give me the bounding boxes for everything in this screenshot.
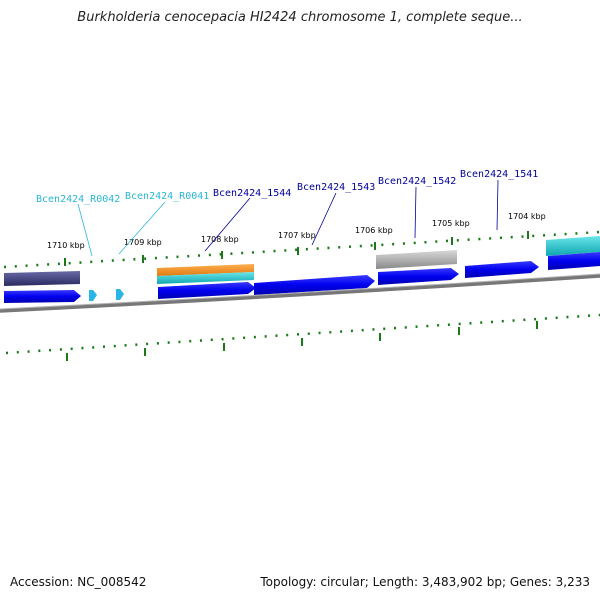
kbp-label: 1707 kbp — [278, 231, 316, 240]
cds-arrows — [4, 252, 600, 303]
lower-major-ticks — [66, 321, 538, 361]
navy-feature — [4, 271, 80, 286]
kbp-label: 1705 kbp — [432, 219, 470, 228]
gene-label-r0041: Bcen2424_R0041 — [125, 191, 209, 202]
kbp-label: 1709 kbp — [124, 238, 162, 247]
gene-label-1543: Bcen2424_1543 — [297, 182, 375, 193]
rna-arrow — [89, 290, 97, 301]
cyan-feature — [157, 272, 254, 284]
feature-bars — [4, 236, 600, 286]
kbp-label: 1706 kbp — [355, 226, 393, 235]
accession-text: Accession: NC_008542 — [10, 575, 147, 589]
cyan-feature-right — [546, 236, 600, 256]
gene-label-1542: Bcen2424_1542 — [378, 176, 456, 187]
backbone-arc-highlight — [0, 273, 600, 310]
cds-arrow — [4, 290, 81, 303]
lower-tick-row — [5, 313, 600, 361]
gene-labels: Bcen2424_R0042 Bcen2424_R0041 Bcen2424_1… — [36, 169, 538, 205]
cds-arrow-1543 — [254, 275, 375, 295]
cds-arrow-1541 — [465, 261, 539, 278]
upper-tick-row — [3, 230, 600, 269]
kbp-labels: 1710 kbp 1709 kbp 1708 kbp 1707 kbp 1706… — [47, 212, 546, 250]
kbp-label: 1710 kbp — [47, 241, 85, 250]
gene-label-1541: Bcen2424_1541 — [460, 169, 538, 180]
gene-label-r0042: Bcen2424_R0042 — [36, 194, 120, 205]
lower-tick-dots — [5, 313, 600, 355]
upper-tick-dots — [3, 230, 600, 269]
upper-major-ticks — [64, 231, 529, 266]
leader-lines — [77, 179, 499, 257]
rna-arrow — [116, 289, 124, 300]
cds-arrow-right — [548, 252, 600, 270]
cds-arrow-1542 — [378, 268, 459, 285]
kbp-label: 1708 kbp — [201, 235, 239, 244]
kbp-label: 1704 kbp — [508, 212, 546, 221]
gene-label-1544: Bcen2424_1544 — [213, 188, 291, 199]
cds-arrow-1544 — [158, 282, 256, 299]
gray-feature — [376, 250, 457, 269]
topology-text: Topology: circular; Length: 3,483,902 bp… — [260, 575, 590, 589]
backbone-arc — [0, 274, 600, 313]
map-title: Burkholderia cenocepacia HI2424 chromoso… — [77, 10, 523, 25]
